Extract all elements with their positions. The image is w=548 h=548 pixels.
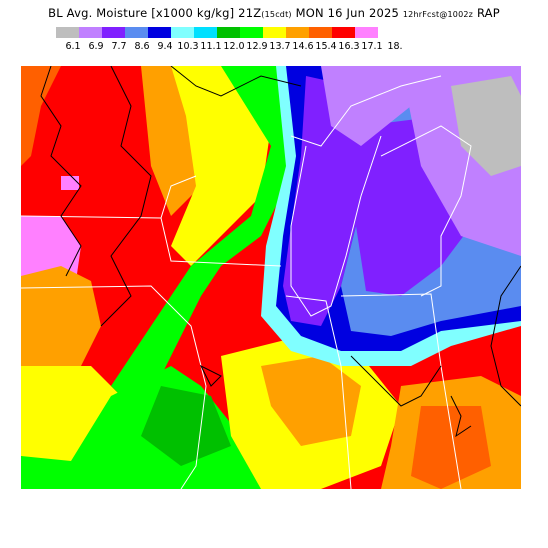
legend-labels: 6.1 6.9 7.7 8.6 9.4 10.3 11.1 12.0 12.9 13.7 14.6 1… (0, 41, 548, 53)
boundaries (21, 75, 472, 489)
title-date: MON 16 Jun 2025 (295, 6, 400, 20)
region-pink-spot (61, 176, 79, 190)
legend-label: 9.4 (157, 41, 173, 52)
legend-swatch (309, 27, 332, 38)
region-yellow-band (171, 66, 271, 266)
legend-label: 15.4 (315, 41, 337, 52)
legend-swatch (79, 27, 102, 38)
region-north-lavender (321, 66, 421, 146)
state-line-5 (340, 293, 462, 489)
lake-shore-north (290, 75, 442, 147)
map-title: BL Avg. Moisture [x1000 kg/kg] 21Z(15cdt… (0, 6, 548, 20)
legend-swatch (171, 27, 194, 38)
legend-swatch (125, 27, 148, 38)
map-svg (21, 66, 521, 489)
legend-label: 13.7 (269, 41, 291, 52)
region-northeast-gray (451, 76, 521, 176)
legend-label: 10.3 (177, 41, 199, 52)
region-west-orange (21, 266, 101, 376)
legend-swatch (286, 27, 309, 38)
lower-michigan-shore (380, 125, 472, 297)
contour-3 (170, 66, 302, 97)
moisture-map (21, 66, 521, 489)
legend-swatch (194, 27, 217, 38)
lake-michigan-shore (290, 135, 382, 317)
contour-2 (100, 66, 152, 327)
title-level: (15cdt) (261, 10, 292, 19)
legend-label: 14.6 (292, 41, 314, 52)
region-se-orange (261, 356, 361, 446)
legend-swatch (263, 27, 286, 38)
contours (40, 66, 521, 438)
state-line-2 (160, 175, 197, 219)
legend-label: 16.3 (338, 41, 360, 52)
contour-7 (490, 265, 521, 407)
title-run: 12hrFcst@1002z (402, 10, 474, 19)
region-east-red-orange (411, 406, 491, 489)
legend-label: 6.9 (88, 41, 104, 52)
contour-1 (40, 66, 82, 277)
contour-5 (350, 355, 442, 407)
legend-label: 12.0 (223, 41, 245, 52)
region-nw-orange (21, 66, 61, 166)
state-line-1 (21, 215, 282, 267)
contour-6 (450, 395, 472, 438)
legend-swatch (355, 27, 378, 38)
legend-swatch (240, 27, 263, 38)
legend-swatch (148, 27, 171, 38)
region-light-green (111, 66, 301, 406)
legend-swatch (217, 27, 240, 38)
contour-4 (199, 364, 222, 387)
legend-label: 17.1 (361, 41, 383, 52)
legend-label: 7.7 (111, 41, 127, 52)
state-line-4 (285, 295, 352, 489)
region-dark-green (141, 386, 231, 466)
legend-label: 12.9 (246, 41, 268, 52)
color-legend (56, 27, 378, 38)
legend-swatch (56, 27, 79, 38)
legend-label: 6.1 (65, 41, 81, 52)
legend-swatch (332, 27, 355, 38)
legend-label: 8.6 (134, 41, 150, 52)
title-model: RAP (476, 6, 500, 20)
legend-swatch (102, 27, 125, 38)
title-main: BL Avg. Moisture [x1000 kg/kg] 21Z (48, 6, 262, 20)
legend-label: 11.1 (200, 41, 222, 52)
legend-label: 18. (387, 41, 403, 52)
state-line-3 (21, 285, 207, 489)
